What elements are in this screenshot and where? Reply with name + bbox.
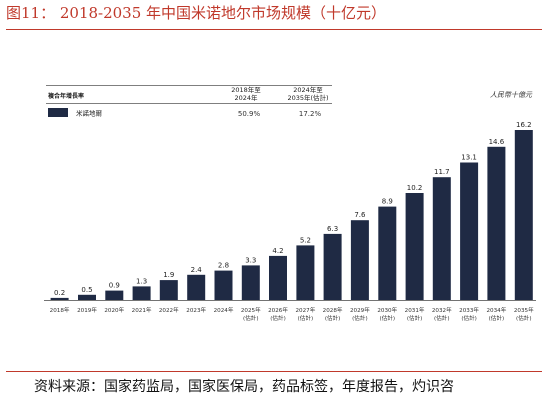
x-tick-sublabel-12: (估計): [380, 314, 396, 322]
x-tick-label-4: 2022年: [159, 306, 179, 314]
bar-value-label-3: 1.3: [136, 277, 147, 285]
bar-5: [187, 274, 206, 300]
source-note: 资料来源：国家药监局，国家医保局，药品标签，年度报告，灼识咨: [34, 379, 454, 395]
bar-10: [323, 233, 342, 300]
x-tick-sublabel-7: (估計): [243, 314, 259, 322]
cagr-table: 複合年增長率 2018年至 2024年 2024年至 2035年(估計) 米諾地…: [46, 85, 332, 118]
x-tick-label-15: 2033年: [459, 306, 479, 314]
cagr-row-label: 米諾地爾: [76, 109, 103, 118]
bar-value-label-16: 14.6: [489, 138, 505, 146]
source-rule: [6, 371, 542, 372]
bar-14: [432, 177, 451, 300]
bar-12: [378, 206, 397, 300]
bar-6: [214, 270, 233, 300]
bar-value-label-9: 5.2: [300, 236, 311, 244]
cagr-col2-line1: 2024年至: [293, 85, 323, 94]
bar-value-label-1: 0.5: [81, 286, 92, 294]
cagr-header-label: 複合年增長率: [47, 92, 84, 100]
x-tick-sublabel-11: (估計): [352, 314, 368, 322]
x-tick-label-13: 2031年: [405, 306, 425, 314]
bar-value-label-0: 0.2: [54, 289, 65, 297]
title-rule: [6, 29, 542, 30]
bar-13: [405, 193, 424, 300]
legend-swatch: [48, 108, 68, 117]
bar-3: [132, 286, 151, 300]
bar-value-label-4: 1.9: [163, 271, 174, 279]
x-tick-label-8: 2026年: [268, 306, 288, 314]
x-tick-sublabel-9: (估計): [298, 314, 314, 322]
x-tick-label-14: 2032年: [432, 306, 452, 314]
x-tick-label-5: 2023年: [186, 306, 206, 314]
x-tick-sublabel-16: (估計): [489, 314, 505, 322]
x-tick-label-11: 2029年: [350, 306, 370, 314]
x-tick-label-17: 2035年: [514, 306, 534, 314]
cagr-col2-line2: 2035年(估計): [287, 93, 328, 102]
bar-2: [105, 290, 124, 300]
x-tick-sublabel-14: (估計): [434, 314, 450, 322]
cagr-col1-line1: 2018年至: [231, 85, 261, 94]
bar-value-label-8: 4.2: [272, 247, 283, 255]
x-tick-label-9: 2027年: [295, 306, 315, 314]
cagr-value-2018-2024: 50.9%: [238, 110, 261, 118]
x-tick-label-6: 2024年: [214, 306, 234, 314]
x-tick-sublabel-15: (估計): [461, 314, 477, 322]
bar-8: [269, 255, 287, 300]
bar-15: [460, 162, 479, 300]
bar-17: [514, 130, 533, 300]
bar-value-label-10: 6.3: [327, 225, 338, 233]
x-tick-label-12: 2030年: [377, 306, 397, 314]
x-tick-label-7: 2025年: [241, 306, 261, 314]
bar-value-label-2: 0.9: [109, 282, 120, 290]
bar-value-label-17: 16.2: [516, 121, 532, 129]
bars-group: 0.2 2018年 0.5 2019年 0.9 2020年 1.3 2021年 1.9 2022年…: [50, 121, 534, 322]
cagr-col1-line2: 2024年: [234, 93, 258, 102]
x-tick-label-2: 2020年: [104, 306, 124, 314]
bar-9: [296, 245, 315, 300]
bar-7: [241, 265, 260, 300]
bar-value-label-6: 2.8: [218, 262, 229, 270]
bar-0: [50, 297, 69, 300]
x-tick-label-3: 2021年: [132, 306, 152, 314]
x-tick-label-0: 2018年: [50, 306, 70, 314]
bar-1: [78, 294, 96, 300]
x-tick-label-16: 2034年: [486, 306, 506, 314]
bar-value-label-5: 2.4: [191, 266, 203, 274]
figure-title: 图11： 2018-2035 年中国米诺地尔市场规模（十亿元）: [6, 4, 387, 22]
cagr-value-2024-2035: 17.2%: [299, 110, 322, 118]
x-tick-sublabel-13: (估計): [407, 314, 423, 322]
x-tick-sublabel-8: (估計): [270, 314, 286, 322]
x-tick-sublabel-10: (估計): [325, 314, 341, 322]
bar-4: [159, 280, 178, 300]
unit-label: 人民幣十億元: [490, 91, 533, 99]
x-tick-label-1: 2019年: [77, 306, 97, 314]
x-tick-label-10: 2028年: [323, 306, 343, 314]
bar-16: [487, 146, 506, 300]
bar-value-label-12: 8.9: [382, 198, 393, 206]
bar-value-label-15: 13.1: [461, 154, 477, 162]
bar-value-label-14: 11.7: [434, 168, 450, 176]
bar-value-label-7: 3.3: [245, 256, 256, 264]
bar-value-label-13: 10.2: [407, 184, 423, 192]
bar-value-label-11: 7.6: [354, 211, 366, 219]
x-tick-sublabel-17: (估計): [516, 314, 532, 322]
bar-11: [350, 220, 369, 300]
